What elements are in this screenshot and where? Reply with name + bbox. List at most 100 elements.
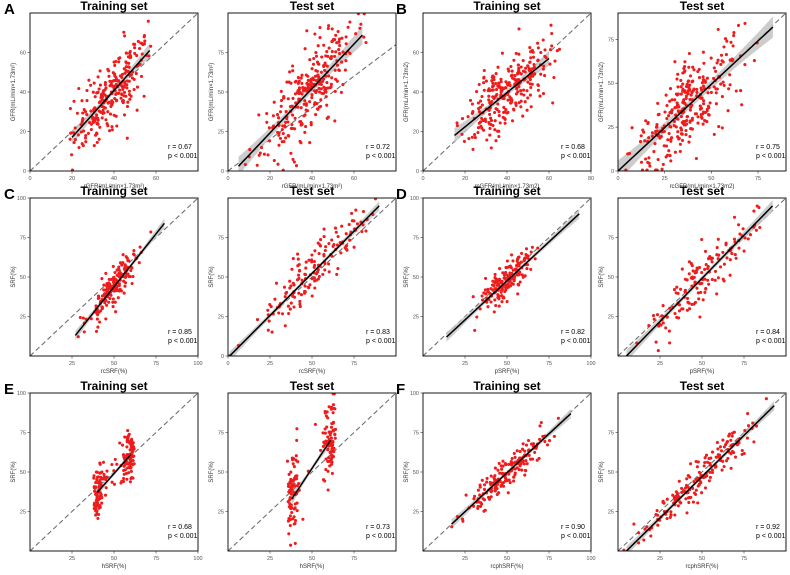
data-point xyxy=(322,235,326,239)
data-point xyxy=(339,251,343,255)
data-point xyxy=(665,315,669,319)
data-point xyxy=(480,94,484,99)
x-tick-label: 50 xyxy=(708,176,714,182)
data-point xyxy=(679,85,683,89)
data-point xyxy=(710,468,714,472)
data-point xyxy=(287,516,291,521)
data-point xyxy=(672,119,676,124)
data-point xyxy=(649,534,653,538)
data-point xyxy=(460,517,465,521)
data-point xyxy=(125,83,129,87)
data-point xyxy=(113,79,117,83)
data-point xyxy=(508,83,512,87)
data-point xyxy=(124,69,128,73)
data-point xyxy=(312,78,316,82)
data-point xyxy=(512,58,516,62)
data-point xyxy=(117,282,121,286)
data-point xyxy=(322,252,326,256)
data-point xyxy=(679,132,684,136)
x-tick-label: 60 xyxy=(351,176,357,182)
data-point xyxy=(99,494,103,498)
panel-letter-d: D xyxy=(396,186,407,203)
data-point xyxy=(486,287,490,291)
x-axis-label: hSRF(%) xyxy=(102,564,127,570)
data-point xyxy=(128,275,132,279)
data-point xyxy=(732,237,737,241)
y-axis-label: SRF(%) xyxy=(209,266,215,287)
data-point xyxy=(467,137,471,141)
y-tick-label: 75 xyxy=(413,431,419,437)
data-point xyxy=(309,77,313,81)
data-point xyxy=(526,80,530,84)
data-point xyxy=(533,450,537,454)
data-point xyxy=(95,122,99,126)
data-point xyxy=(297,291,301,295)
y-tick-label: 75 xyxy=(218,431,224,437)
data-point xyxy=(466,115,470,119)
data-point xyxy=(113,270,117,275)
data-point xyxy=(315,89,319,93)
p-value: p < 0.001 xyxy=(756,533,785,540)
data-point xyxy=(515,78,519,82)
data-point xyxy=(120,72,124,76)
data-point xyxy=(707,457,711,461)
data-point xyxy=(522,256,527,261)
data-point xyxy=(326,54,330,58)
data-point xyxy=(470,135,474,139)
data-point xyxy=(288,523,292,528)
data-point xyxy=(274,281,279,285)
data-point xyxy=(356,13,360,16)
data-point xyxy=(325,64,329,68)
data-point xyxy=(507,462,511,466)
data-point xyxy=(517,264,521,268)
data-point xyxy=(130,437,134,441)
data-point xyxy=(489,300,493,304)
data-point xyxy=(107,74,111,78)
data-point xyxy=(373,198,378,201)
data-point xyxy=(109,82,113,86)
data-point xyxy=(729,40,733,44)
data-point xyxy=(322,85,326,89)
data-point xyxy=(111,297,115,301)
data-point xyxy=(326,115,330,119)
data-point xyxy=(117,289,121,293)
data-point xyxy=(676,504,680,508)
data-point xyxy=(678,149,682,153)
data-point xyxy=(688,97,692,101)
data-point xyxy=(501,271,505,275)
data-point xyxy=(493,128,497,132)
data-point xyxy=(548,48,553,52)
data-point xyxy=(313,74,317,78)
data-point xyxy=(500,280,504,284)
data-point xyxy=(485,480,489,484)
data-point xyxy=(484,79,488,83)
data-point xyxy=(277,143,281,147)
data-point xyxy=(480,502,484,506)
data-point xyxy=(481,497,485,501)
data-point xyxy=(102,106,106,110)
data-point xyxy=(324,457,328,461)
data-point xyxy=(327,262,331,266)
data-point xyxy=(110,128,114,132)
data-point xyxy=(95,113,99,117)
data-point xyxy=(758,225,762,230)
data-point xyxy=(327,430,331,434)
data-point xyxy=(505,300,509,304)
data-point xyxy=(104,271,108,275)
data-point xyxy=(108,129,112,133)
data-point xyxy=(283,295,287,299)
data-point xyxy=(354,32,358,36)
data-point xyxy=(504,80,508,84)
data-point xyxy=(713,269,718,273)
y-tick-label: 20 xyxy=(20,130,26,136)
x-tick-label: 75 xyxy=(351,361,357,367)
data-point xyxy=(303,272,307,276)
data-point xyxy=(100,501,104,505)
data-point xyxy=(260,145,264,150)
panel-letter-e: E xyxy=(4,381,14,398)
data-point xyxy=(336,234,340,239)
data-point xyxy=(500,467,504,471)
data-point xyxy=(710,470,714,475)
data-point xyxy=(686,300,690,304)
